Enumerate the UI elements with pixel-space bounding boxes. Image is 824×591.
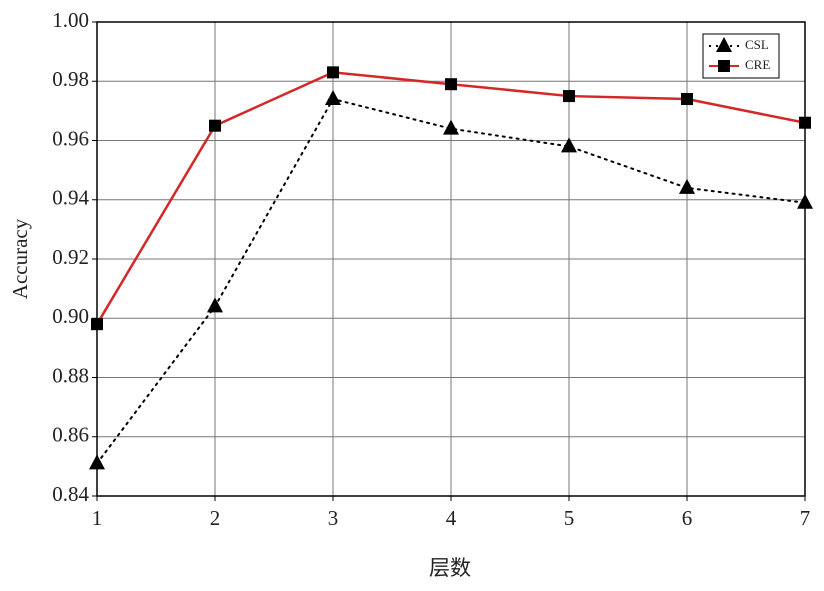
- marker: [327, 66, 339, 79]
- x-axis-label: 层数: [429, 556, 471, 580]
- plot-frame: [96, 21, 806, 497]
- x-tick-label: 4: [446, 506, 457, 530]
- marker: [89, 454, 105, 470]
- marker: [797, 193, 813, 209]
- y-tick-label: 0.88: [52, 363, 89, 387]
- y-tick-label: 0.90: [52, 304, 89, 328]
- x-tick-label: 6: [682, 506, 693, 530]
- marker: [91, 318, 103, 331]
- legend-marker: [718, 60, 730, 72]
- legend-label: CRE: [745, 57, 770, 72]
- y-tick-label: 0.84: [52, 482, 89, 506]
- y-tick-label: 0.86: [52, 423, 89, 447]
- y-tick-label: 0.96: [52, 126, 89, 150]
- marker: [207, 297, 223, 313]
- y-axis-label: Accuracy: [8, 218, 32, 299]
- x-tick-label: 3: [328, 506, 339, 530]
- legend-box: [702, 33, 780, 79]
- x-tick-label: 5: [564, 506, 575, 530]
- marker: [681, 93, 693, 106]
- x-tick-label: 1: [92, 506, 103, 530]
- marker: [799, 116, 811, 129]
- marker: [325, 90, 341, 106]
- marker: [561, 137, 577, 153]
- x-tick-label: 7: [800, 506, 811, 530]
- marker: [209, 119, 221, 132]
- y-tick-label: 0.98: [52, 67, 89, 91]
- y-tick-label: 0.92: [52, 245, 89, 269]
- marker: [443, 119, 459, 135]
- marker: [679, 178, 695, 194]
- marker: [445, 78, 457, 91]
- y-tick-label: 1.00: [52, 8, 89, 32]
- legend-label: CSL: [745, 37, 769, 52]
- x-tick-label: 2: [210, 506, 221, 530]
- marker: [563, 90, 575, 103]
- y-tick-label: 0.94: [52, 186, 89, 210]
- legend-marker: [716, 37, 732, 52]
